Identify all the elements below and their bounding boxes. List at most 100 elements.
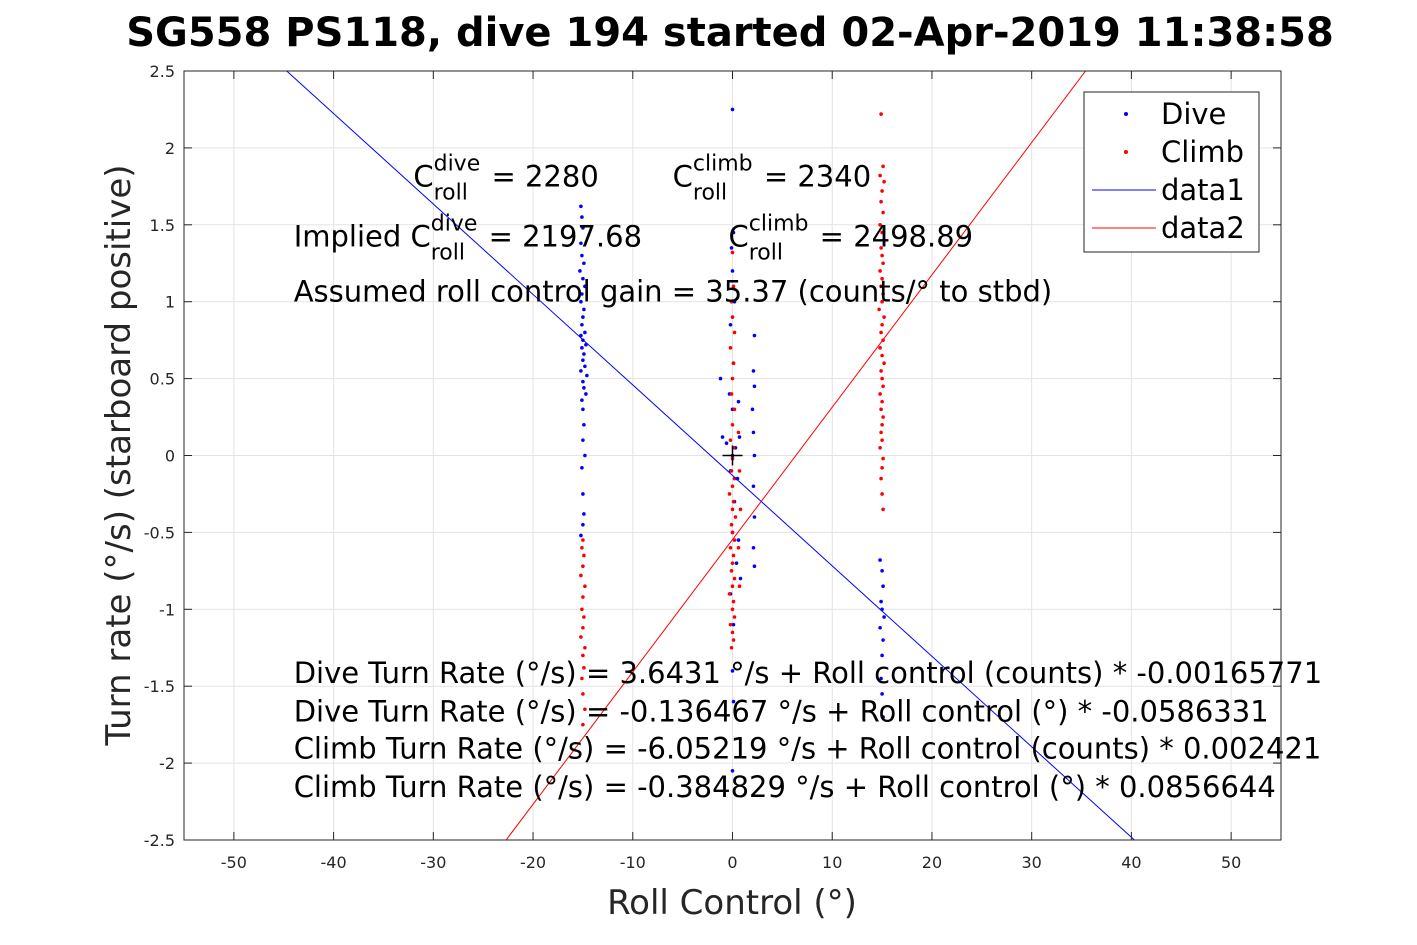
dive-point (728, 322, 733, 327)
y-tick-label: 1 (165, 293, 175, 312)
climb-point (729, 645, 734, 650)
dive-point (734, 561, 739, 565)
climb-point (880, 422, 884, 427)
dive-point (581, 358, 585, 362)
climb-point (736, 545, 741, 550)
climb-point (579, 573, 583, 578)
legend-entry-data2: data2 (1092, 211, 1245, 245)
dive-point (582, 512, 586, 516)
dive-point (752, 515, 757, 519)
dive-point (582, 386, 586, 390)
series-climb (579, 112, 886, 727)
climb-point (880, 253, 884, 258)
y-tick-label: 0 (165, 447, 175, 466)
dive-point (580, 322, 584, 327)
climb-point (882, 179, 886, 184)
dive-point (880, 569, 884, 573)
climb-point (583, 645, 587, 650)
climb-point (881, 164, 885, 169)
dive-point (730, 269, 735, 273)
dive-point (582, 352, 586, 356)
legend-entry-data1: data1 (1092, 173, 1245, 207)
climb-point (737, 469, 742, 473)
x-tick-label: -50 (221, 853, 247, 872)
climb-point (730, 507, 735, 512)
climb-point (730, 530, 735, 535)
annotation-sup: dive (431, 211, 478, 236)
climb-point (727, 492, 732, 496)
x-tick-label: 30 (1022, 853, 1042, 872)
x-tick-label: 0 (727, 853, 737, 872)
annotation-sup: dive (434, 151, 481, 176)
climb-point (736, 430, 741, 435)
climb-point (731, 361, 736, 366)
climb-point (878, 446, 882, 450)
climb-point (583, 707, 587, 712)
dive-point (580, 398, 584, 402)
dive-point (579, 299, 583, 304)
x-tick-label: -10 (620, 853, 646, 872)
y-tick-label: 0.5 (150, 370, 175, 389)
dive-point (581, 492, 585, 496)
annotation-gain: Assumed roll control gain = 35.37 (count… (294, 275, 1053, 309)
dive-point (882, 615, 886, 619)
climb-point (737, 584, 742, 589)
climb-point (582, 553, 586, 558)
climb-point (880, 230, 884, 235)
dive-point (583, 284, 587, 289)
annotation-base: C (673, 159, 693, 193)
dive-point (732, 299, 737, 304)
dive-point (578, 269, 582, 273)
climb-point (728, 545, 733, 550)
x-tick-label: -30 (420, 853, 446, 872)
climb-point (881, 507, 885, 512)
climb-point (732, 538, 737, 542)
legend-label: data2 (1161, 211, 1245, 245)
dive-point (718, 376, 723, 381)
annotation-implied-climb: Cclimb roll = 2498.89 (729, 211, 974, 265)
dive-point (580, 346, 584, 350)
climb-point (880, 466, 884, 470)
dive-point (878, 558, 882, 562)
annotation-c-roll-dive: Cdive roll = 2280 (413, 151, 598, 205)
dive-point (580, 215, 584, 219)
climb-point (731, 638, 736, 642)
climb-point (729, 392, 734, 396)
annotation-eq3: Climb Turn Rate (°/s) = -6.05219 °/s + R… (294, 731, 1322, 765)
dive-point (751, 430, 756, 435)
dive-point (752, 564, 757, 569)
climb-point (879, 369, 883, 373)
dive-point (583, 364, 587, 369)
annotation-prefix: Implied (294, 219, 411, 253)
chart-title: SG558 PS118, dive 194 started 02-Apr-201… (126, 10, 1334, 56)
climb-point (882, 238, 886, 242)
climb-point (582, 665, 586, 670)
climb-point (581, 625, 585, 630)
climb-point (881, 210, 885, 215)
dive-point (731, 622, 736, 627)
plot-series (286, 71, 1135, 840)
dive-point (582, 261, 586, 266)
dive-point (880, 692, 884, 696)
climb-point (733, 515, 738, 519)
dive-point (585, 373, 589, 378)
x-tick-label: 50 (1221, 853, 1241, 872)
climb-point (878, 392, 882, 396)
annotation-sub: roll (431, 240, 465, 265)
climb-point (731, 284, 736, 289)
dive-point (720, 435, 725, 439)
legend-box (1083, 91, 1260, 253)
annotation-eq2: Dive Turn Rate (°/s) = -0.136467 °/s + R… (294, 695, 1269, 729)
climb-point (732, 615, 737, 619)
annotation-eq1: Dive Turn Rate (°/s) = 3.6431 °/s + Roll… (294, 656, 1322, 690)
climb-point (732, 330, 737, 335)
dive-point (579, 204, 583, 209)
climb-point (728, 346, 733, 350)
axis-ticks: -50 -40 -30 -20 -10 0 10 20 30 40 50-2.5-2-1.5-1-0… (144, 62, 1281, 872)
climb-point (878, 269, 882, 273)
climb-point (879, 476, 883, 481)
dive-point (584, 392, 588, 396)
annotation-sub: roll (693, 180, 727, 205)
climb-point (879, 430, 883, 435)
legend-entry-climb: Climb (1124, 135, 1244, 169)
